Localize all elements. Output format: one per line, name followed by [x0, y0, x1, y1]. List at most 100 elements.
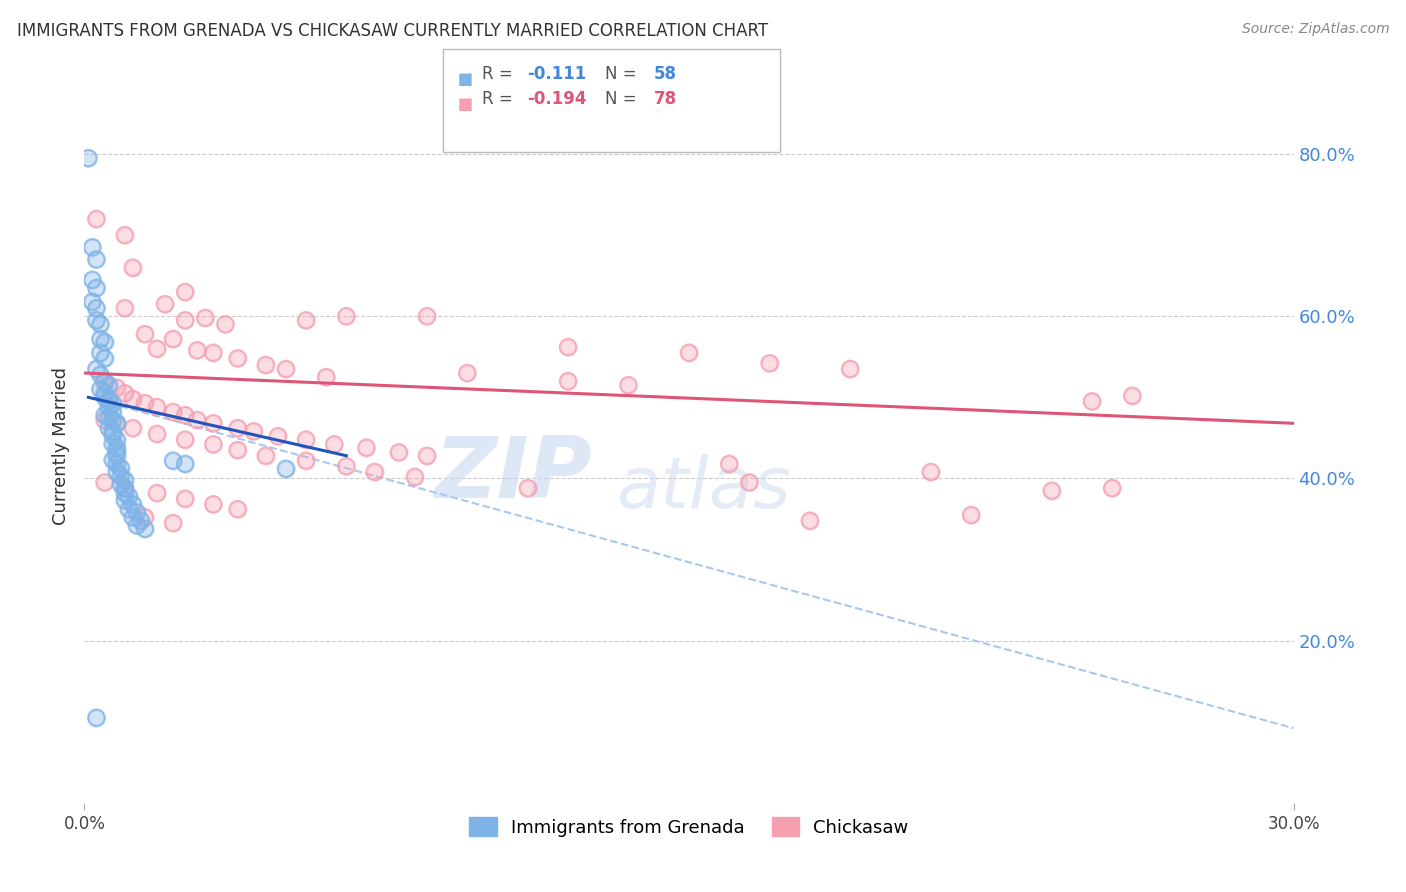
Point [114, 473, 136, 487]
Point [86, 252, 108, 267]
Point [226, 351, 249, 366]
Point [153, 297, 176, 311]
Point [118, 489, 141, 503]
Point [121, 510, 143, 524]
Point [89, 332, 111, 346]
Point [799, 514, 821, 528]
Point [105, 449, 128, 463]
Text: ▪: ▪ [457, 92, 474, 116]
Point [101, 428, 124, 442]
Point [125, 506, 148, 520]
Point [186, 413, 208, 427]
Point [93, 408, 115, 422]
Point [105, 441, 128, 455]
Point [1040, 483, 1063, 498]
Point [82, 273, 104, 287]
Point [93, 390, 115, 404]
Point [105, 457, 128, 471]
Point [93, 386, 115, 401]
Point [134, 522, 156, 536]
Point [121, 510, 143, 524]
Text: 78: 78 [654, 90, 676, 108]
Point [617, 378, 640, 392]
Point [97, 394, 120, 409]
Point [214, 318, 236, 332]
Point [82, 294, 104, 309]
Point [77, 151, 100, 165]
Point [202, 497, 225, 511]
Point [274, 461, 297, 475]
Point [363, 465, 385, 479]
Point [101, 425, 124, 439]
Point [101, 405, 124, 419]
Point [356, 441, 378, 455]
Point [86, 711, 108, 725]
Text: -0.194: -0.194 [527, 90, 586, 108]
Point [758, 356, 780, 370]
Point [114, 473, 136, 487]
Point [93, 386, 115, 401]
Point [363, 465, 385, 479]
Point [86, 281, 108, 295]
Point [162, 516, 184, 530]
Point [86, 281, 108, 295]
Point [105, 381, 128, 395]
Point [114, 486, 136, 500]
Point [295, 453, 318, 467]
Point [105, 465, 128, 479]
Point [960, 508, 983, 522]
Point [194, 310, 217, 325]
Point [456, 366, 478, 380]
Point [110, 477, 132, 491]
Point [114, 481, 136, 495]
Point [174, 491, 197, 506]
Point [738, 475, 761, 490]
Point [121, 497, 143, 511]
Point [718, 457, 741, 471]
Point [86, 362, 108, 376]
Point [134, 327, 156, 342]
Point [114, 301, 136, 315]
Point [162, 405, 184, 419]
Point [129, 514, 152, 528]
Point [186, 343, 208, 358]
Point [254, 449, 277, 463]
Point [214, 318, 236, 332]
Point [617, 378, 640, 392]
Point [97, 421, 120, 435]
Point [174, 408, 197, 422]
Point [89, 318, 111, 332]
Y-axis label: Currently Married: Currently Married [52, 367, 70, 525]
Point [738, 475, 761, 490]
Point [839, 362, 862, 376]
Point [174, 457, 197, 471]
Point [101, 428, 124, 442]
Point [86, 313, 108, 327]
Point [758, 356, 780, 370]
Point [202, 417, 225, 431]
Point [146, 486, 169, 500]
Point [134, 510, 156, 524]
Point [323, 437, 346, 451]
Point [226, 443, 249, 458]
Point [121, 392, 143, 406]
Text: Source: ZipAtlas.com: Source: ZipAtlas.com [1241, 22, 1389, 37]
Point [110, 469, 132, 483]
Point [186, 413, 208, 427]
Point [960, 508, 983, 522]
Point [202, 497, 225, 511]
Point [1101, 481, 1123, 495]
Point [799, 514, 821, 528]
Point [101, 413, 124, 427]
Point [134, 510, 156, 524]
Point [1081, 394, 1104, 409]
Point [146, 400, 169, 414]
Point [388, 445, 411, 459]
Point [1081, 394, 1104, 409]
Point [174, 285, 197, 299]
Point [101, 397, 124, 411]
Point [82, 294, 104, 309]
Point [93, 335, 115, 350]
Point [295, 313, 318, 327]
Point [101, 452, 124, 467]
